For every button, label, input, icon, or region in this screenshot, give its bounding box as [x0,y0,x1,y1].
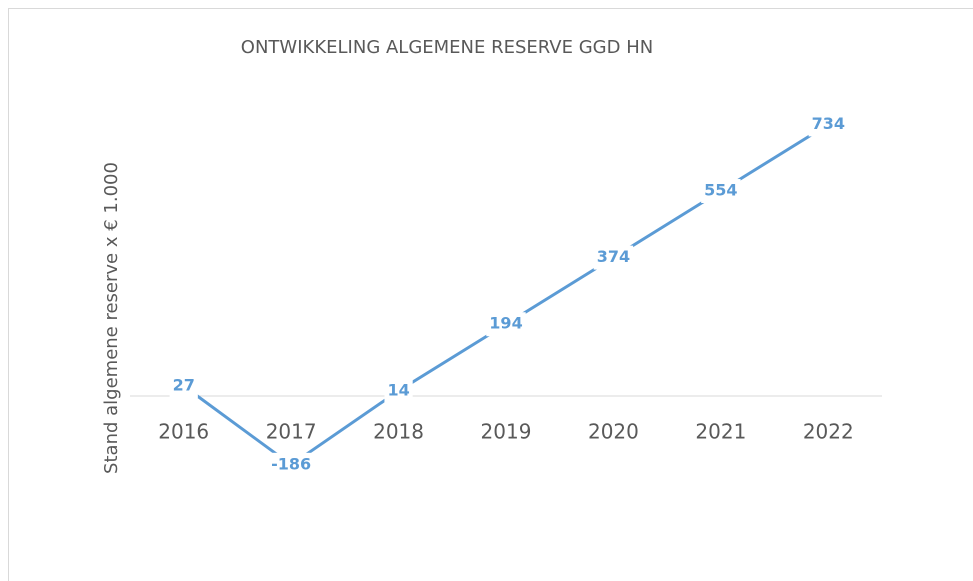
data-label: 554 [704,181,737,200]
data-label-bg [486,312,526,337]
chart-title: ONTWIKKELING ALGEMENE RESERVE GGD HN [241,37,653,58]
x-tick-label: 2021 [695,420,746,444]
data-label-bg [593,245,634,270]
data-label: 27 [173,376,195,395]
x-tick-label: 2018 [373,420,424,444]
x-tick-label: 2016 [158,420,209,444]
data-label: 194 [489,314,522,333]
y-axis-label: Stand algemene reserve x € 1.000 [101,162,122,474]
x-tick-label: 2022 [803,420,854,444]
data-label: 374 [597,247,630,266]
chart-border [8,8,973,581]
data-label-bg [808,112,848,137]
data-label-bg [169,374,198,399]
data-label-bg [384,378,413,403]
x-tick-label: 2017 [266,420,317,444]
data-label: 14 [387,380,409,399]
data-label: 734 [812,114,845,133]
data-label-bg [701,179,741,204]
data-label-bg [268,452,315,477]
data-label: -186 [271,454,311,473]
x-tick-label: 2020 [588,420,639,444]
x-tick-label: 2019 [481,420,532,444]
